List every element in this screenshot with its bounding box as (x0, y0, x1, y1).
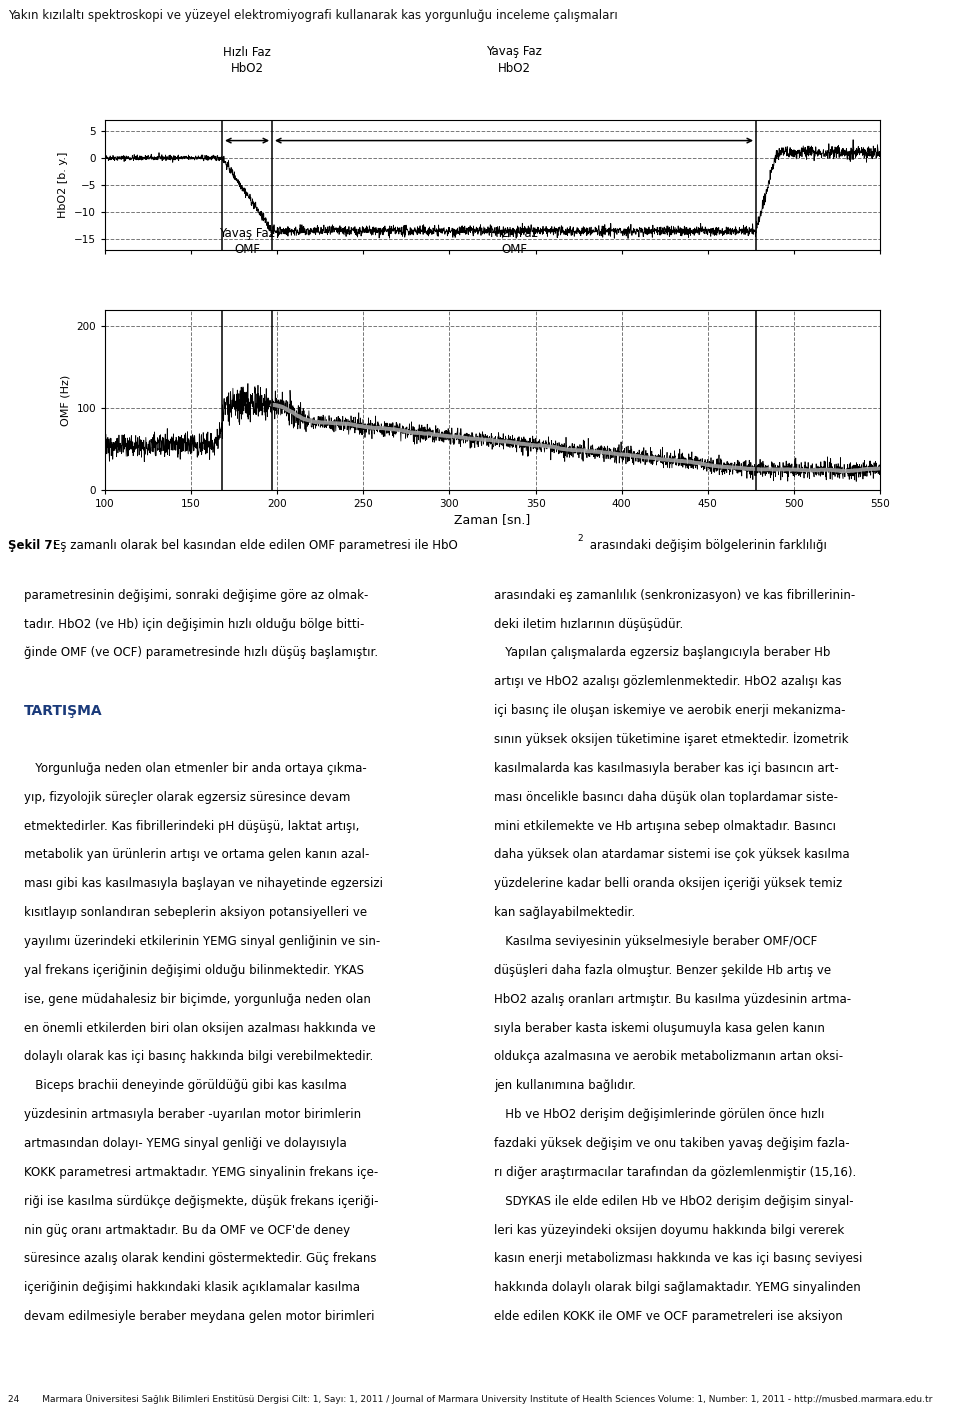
Text: mini etkilemekte ve Hb artışına sebep olmaktadır. Basıncı: mini etkilemekte ve Hb artışına sebep ol… (494, 820, 836, 832)
Text: sının yüksek oksijen tüketimine işaret etmektedir. İzometrik: sının yüksek oksijen tüketimine işaret e… (494, 732, 849, 746)
Text: Yavaş Faz
OMF: Yavaş Faz OMF (219, 227, 275, 256)
Text: Hb ve HbO2 derişim değişimlerinde görülen önce hızlı: Hb ve HbO2 derişim değişimlerinde görüle… (494, 1108, 825, 1121)
Text: tadır. HbO2 (ve Hb) için değişimin hızlı olduğu bölge bitti-: tadır. HbO2 (ve Hb) için değişimin hızlı… (24, 617, 365, 630)
Text: devam edilmesiyle beraber meydana gelen motor birimleri: devam edilmesiyle beraber meydana gelen … (24, 1310, 374, 1323)
Text: riği ise kasılma sürdükçe değişmekte, düşük frekans içeriği-: riği ise kasılma sürdükçe değişmekte, dü… (24, 1195, 378, 1208)
Text: arasındaki değişim bölgelerinin farklılığı: arasındaki değişim bölgelerinin farklılı… (586, 538, 827, 551)
Text: elde edilen KOKK ile OMF ve OCF parametreleri ise aksiyon: elde edilen KOKK ile OMF ve OCF parametr… (494, 1310, 843, 1323)
Text: arasındaki eş zamanlılık (senkronizasyon) ve kas fibrillerinin-: arasındaki eş zamanlılık (senkronizasyon… (494, 589, 855, 602)
Text: ması öncelikle basıncı daha düşük olan toplardamar siste-: ması öncelikle basıncı daha düşük olan t… (494, 791, 838, 804)
Text: kasılmalarda kas kasılmasıyla beraber kas içi basıncın art-: kasılmalarda kas kasılmasıyla beraber ka… (494, 762, 839, 774)
Text: en önemli etkilerden biri olan oksijen azalması hakkında ve: en önemli etkilerden biri olan oksijen a… (24, 1022, 375, 1034)
Text: ğinde OMF (ve OCF) parametresinde hızlı düşüş başlamıştır.: ğinde OMF (ve OCF) parametresinde hızlı … (24, 646, 378, 660)
Text: dolaylı olarak kas içi basınç hakkında bilgi verebilmektedir.: dolaylı olarak kas içi basınç hakkında b… (24, 1050, 373, 1064)
Text: TARTIŞMA: TARTIŞMA (24, 704, 103, 718)
Text: süresince azalış olarak kendini göstermektedir. Güç frekans: süresince azalış olarak kendini gösterme… (24, 1252, 376, 1266)
Text: yüzdesinin artmasıyla beraber -uyarılan motor birimlerin: yüzdesinin artmasıyla beraber -uyarılan … (24, 1108, 361, 1121)
Text: artışı ve HbO2 azalışı gözlemlenmektedir. HbO2 azalışı kas: artışı ve HbO2 azalışı gözlemlenmektedir… (494, 675, 842, 688)
Text: deki iletim hızlarının düşüşüdür.: deki iletim hızlarının düşüşüdür. (494, 617, 684, 630)
Text: içi basınç ile oluşan iskemiye ve aerobik enerji mekanizma-: içi basınç ile oluşan iskemiye ve aerobi… (494, 704, 846, 718)
Text: nin güç oranı artmaktadır. Bu da OMF ve OCF'de deney: nin güç oranı artmaktadır. Bu da OMF ve … (24, 1224, 350, 1236)
Text: Yapılan çalışmalarda egzersiz başlangıcıyla beraber Hb: Yapılan çalışmalarda egzersiz başlangıcı… (494, 646, 830, 660)
Text: rı diğer araştırmacılar tarafından da gözlemlenmiştir (15,16).: rı diğer araştırmacılar tarafından da gö… (494, 1166, 856, 1178)
Text: metabolik yan ürünlerin artışı ve ortama gelen kanın azal-: metabolik yan ürünlerin artışı ve ortama… (24, 848, 370, 862)
Text: içeriğinin değişimi hakkındaki klasik açıklamalar kasılma: içeriğinin değişimi hakkındaki klasik aç… (24, 1282, 360, 1294)
Text: 24        Marmara Üniversitesi Sağlık Bilimleri Enstitüsü Dergisi Cilt: 1, Sayı:: 24 Marmara Üniversitesi Sağlık Bilimleri… (8, 1395, 932, 1405)
Text: yayılımı üzerindeki etkilerinin YEMG sinyal genliğinin ve sin-: yayılımı üzerindeki etkilerinin YEMG sin… (24, 935, 380, 948)
Text: hakkında dolaylı olarak bilgi sağlamaktadır. YEMG sinyalinden: hakkında dolaylı olarak bilgi sağlamakta… (494, 1282, 861, 1294)
Text: HbO2 azalış oranları artmıştır. Bu kasılma yüzdesinin artma-: HbO2 azalış oranları artmıştır. Bu kasıl… (494, 993, 852, 1006)
Text: Eş zamanlı olarak bel kasından elde edilen OMF parametresi ile HbO: Eş zamanlı olarak bel kasından elde edil… (53, 538, 458, 551)
Text: ise, gene müdahalesiz bir biçimde, yorgunluğa neden olan: ise, gene müdahalesiz bir biçimde, yorgu… (24, 993, 371, 1006)
Text: Yakın kızılaltı spektroskopi ve yüzeyel elektromiyografi kullanarak kas yorgunlu: Yakın kızılaltı spektroskopi ve yüzeyel … (8, 8, 617, 21)
Text: artmasından dolayı- YEMG sinyal genliği ve dolayısıyla: artmasından dolayı- YEMG sinyal genliği … (24, 1137, 347, 1150)
Text: Şekil 7:: Şekil 7: (8, 538, 57, 551)
Y-axis label: OMF (Hz): OMF (Hz) (60, 374, 71, 425)
Text: leri kas yüzeyindeki oksijen doyumu hakkında bilgi vererek: leri kas yüzeyindeki oksijen doyumu hakk… (494, 1224, 845, 1236)
Text: KOKK parametresi artmaktadır. YEMG sinyalinin frekans içe-: KOKK parametresi artmaktadır. YEMG sinya… (24, 1166, 378, 1178)
Text: yüzdelerine kadar belli oranda oksijen içeriği yüksek temiz: yüzdelerine kadar belli oranda oksijen i… (494, 877, 843, 890)
Text: Kasılma seviyesinin yükselmesiyle beraber OMF/OCF: Kasılma seviyesinin yükselmesiyle berabe… (494, 935, 818, 948)
Text: kan sağlayabilmektedir.: kan sağlayabilmektedir. (494, 906, 636, 918)
Text: ması gibi kas kasılmasıyla başlayan ve nihayetinde egzersizi: ması gibi kas kasılmasıyla başlayan ve n… (24, 877, 383, 890)
Text: kasın enerji metabolizması hakkında ve kas içi basınç seviyesi: kasın enerji metabolizması hakkında ve k… (494, 1252, 863, 1266)
Text: fazdaki yüksek değişim ve onu takiben yavaş değişim fazla-: fazdaki yüksek değişim ve onu takiben ya… (494, 1137, 850, 1150)
Text: Yavaş Faz
HbO2: Yavaş Faz HbO2 (486, 45, 542, 75)
Text: yıp, fizyolojik süreçler olarak egzersiz süresince devam: yıp, fizyolojik süreçler olarak egzersiz… (24, 791, 350, 804)
Text: Biceps brachii deneyinde görüldüğü gibi kas kasılma: Biceps brachii deneyinde görüldüğü gibi … (24, 1080, 347, 1092)
Text: etmektedirler. Kas fibrillerindeki pH düşüşü, laktat artışı,: etmektedirler. Kas fibrillerindeki pH dü… (24, 820, 359, 832)
Text: Hızlı Faz
HbO2: Hızlı Faz HbO2 (223, 45, 271, 75)
Text: oldukça azalmasına ve aerobik metabolizmanın artan oksi-: oldukça azalmasına ve aerobik metabolizm… (494, 1050, 844, 1064)
Y-axis label: HbO2 [b. y.]: HbO2 [b. y.] (59, 151, 68, 218)
Text: Hızlı Faz
OMF: Hızlı Faz OMF (491, 227, 538, 256)
Text: sıyla beraber kasta iskemi oluşumuyla kasa gelen kanın: sıyla beraber kasta iskemi oluşumuyla ka… (494, 1022, 826, 1034)
Text: Yorgunluğa neden olan etmenler bir anda ortaya çıkma-: Yorgunluğa neden olan etmenler bir anda … (24, 762, 367, 774)
X-axis label: Zaman [sn.]: Zaman [sn.] (454, 513, 531, 526)
Text: daha yüksek olan atardamar sistemi ise çok yüksek kasılma: daha yüksek olan atardamar sistemi ise ç… (494, 848, 850, 862)
Text: jen kullanımına bağlıdır.: jen kullanımına bağlıdır. (494, 1080, 636, 1092)
Text: 2: 2 (577, 534, 583, 543)
Text: yal frekans içeriğinin değişimi olduğu bilinmektedir. YKAS: yal frekans içeriğinin değişimi olduğu b… (24, 964, 364, 976)
Text: parametresinin değişimi, sonraki değişime göre az olmak-: parametresinin değişimi, sonraki değişim… (24, 589, 369, 602)
Text: kısıtlayıp sonlandıran sebeplerin aksiyon potansiyelleri ve: kısıtlayıp sonlandıran sebeplerin aksiyo… (24, 906, 367, 918)
Text: düşüşleri daha fazla olmuştur. Benzer şekilde Hb artış ve: düşüşleri daha fazla olmuştur. Benzer şe… (494, 964, 831, 976)
Text: SDYKAS ile elde edilen Hb ve HbO2 derişim değişim sinyal-: SDYKAS ile elde edilen Hb ve HbO2 derişi… (494, 1195, 854, 1208)
